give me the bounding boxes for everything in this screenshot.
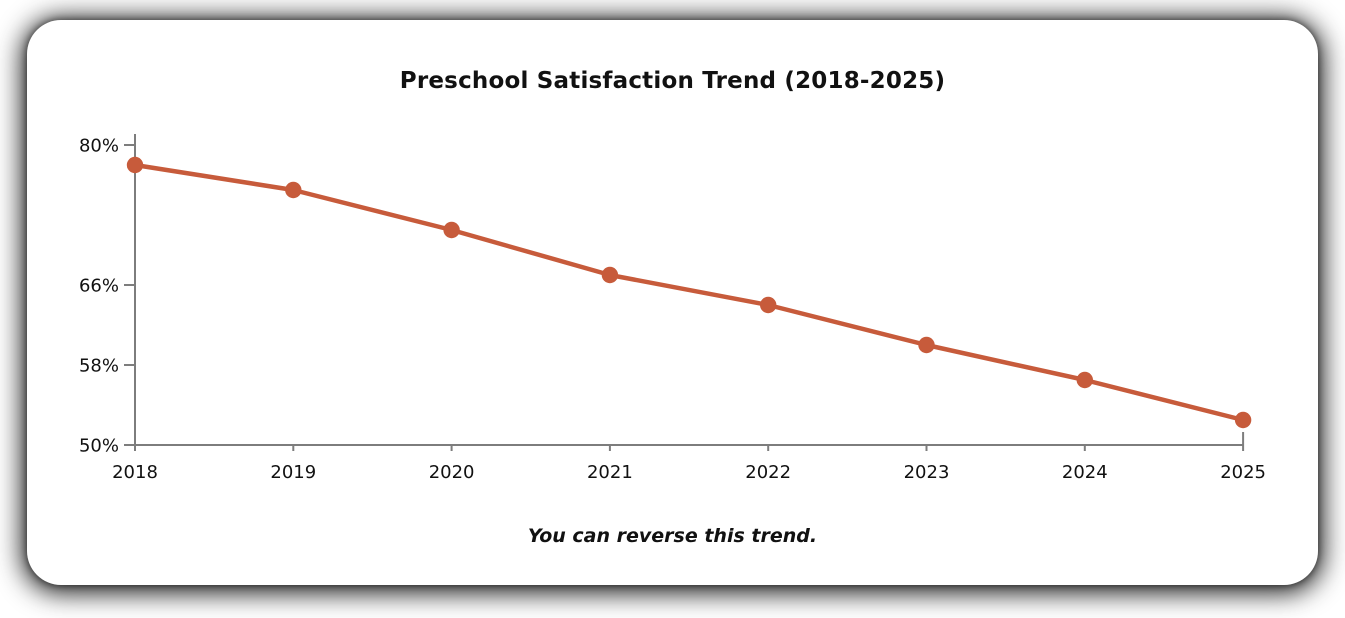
x-tick-label: 2023 xyxy=(904,462,950,483)
data-point-2025 xyxy=(1234,411,1252,429)
line-chart: 80% 66% 58% 50% 2018 2019 2020 2021 2022 2023 2024… xyxy=(79,134,1266,483)
data-point-2018 xyxy=(126,156,144,174)
y-tick-label: 66% xyxy=(79,276,119,297)
data-point-2022 xyxy=(760,296,777,314)
x-tick-label: 2025 xyxy=(1220,462,1266,483)
chart-card: Preschool Satisfaction Trend (2018-2025)… xyxy=(27,20,1318,585)
data-point-2023 xyxy=(918,336,935,354)
x-tick-label: 2019 xyxy=(270,462,316,483)
data-point-2021 xyxy=(601,266,619,284)
chart-title: Preschool Satisfaction Trend (2018-2025) xyxy=(399,68,946,94)
x-tick-label: 2018 xyxy=(112,462,158,483)
chart-caption: You can reverse this trend. xyxy=(527,525,818,547)
y-tick-label: 58% xyxy=(79,356,119,377)
trend-line xyxy=(132,162,1246,423)
x-tick-label: 2020 xyxy=(429,462,475,483)
x-tick-label: 2024 xyxy=(1062,462,1108,483)
y-tick-label: 50% xyxy=(79,436,119,457)
data-point-2024 xyxy=(1076,371,1094,389)
x-tick-label: 2021 xyxy=(587,462,633,483)
data-point-2020 xyxy=(443,221,460,239)
y-tick-label: 80% xyxy=(79,136,119,157)
x-tick-label: 2022 xyxy=(745,462,791,483)
data-point-2019 xyxy=(285,181,302,199)
